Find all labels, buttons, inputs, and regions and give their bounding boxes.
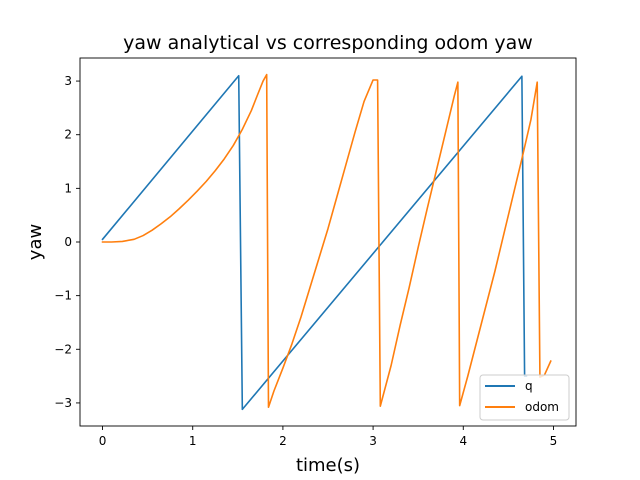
x-tick-label: 1 (189, 434, 197, 448)
y-tick-label: 2 (64, 128, 72, 142)
y-tick-label: 1 (64, 181, 72, 195)
legend-label-odom: odom (525, 400, 559, 414)
x-tick-label: 2 (279, 434, 287, 448)
x-tick-label: 4 (459, 434, 467, 448)
x-tick-label: 0 (99, 434, 107, 448)
series-line-odom (101, 73, 552, 409)
chart-title: yaw analytical vs corresponding odom yaw (123, 32, 533, 54)
y-axis-title: yaw (25, 224, 46, 260)
x-tick-label: 5 (550, 434, 558, 448)
x-axis-title: time(s) (296, 455, 360, 476)
x-tick-label: 3 (369, 434, 377, 448)
legend: q odom (479, 374, 570, 421)
y-tick-label: −2 (54, 342, 72, 356)
y-axis-ticks: 3 2 1 0 −1 −2 −3 (54, 74, 80, 410)
x-axis-ticks: 0 1 2 3 4 5 (99, 426, 558, 448)
y-tick-label: 3 (64, 74, 72, 88)
y-tick-label: −1 (54, 289, 72, 303)
y-tick-label: 0 (64, 235, 72, 249)
legend-label-q: q (525, 379, 533, 393)
y-tick-label: −3 (54, 396, 72, 410)
